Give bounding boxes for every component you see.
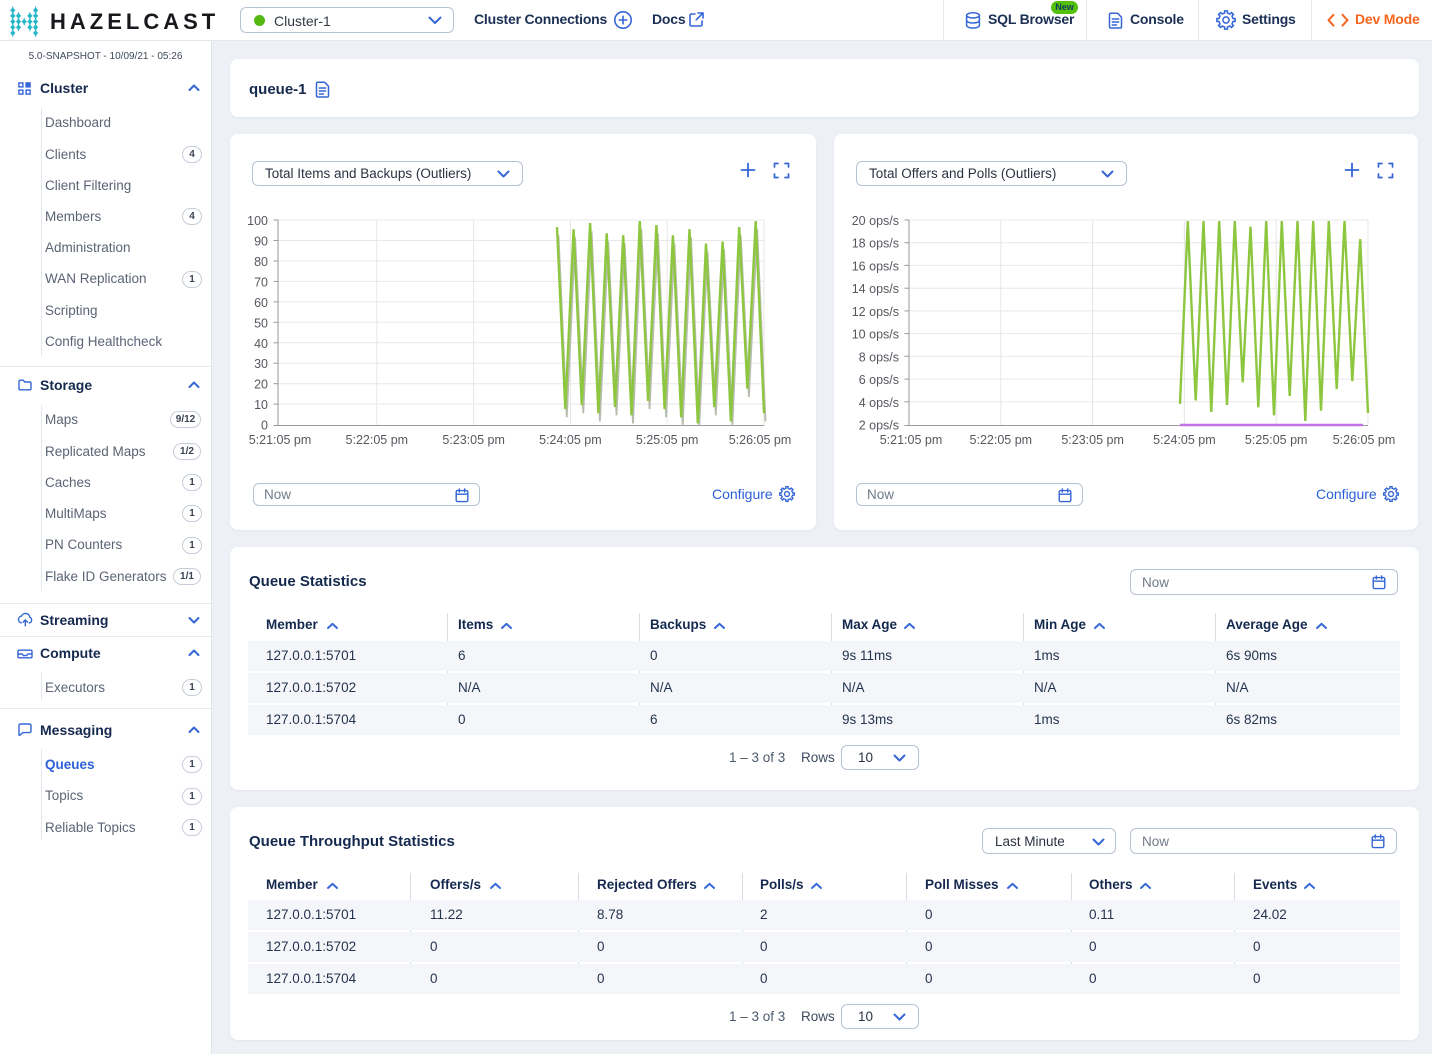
svg-text:14 ops/s: 14 ops/s bbox=[852, 282, 899, 296]
svg-text:5:26:05 pm: 5:26:05 pm bbox=[1333, 433, 1396, 447]
svg-text:70: 70 bbox=[254, 275, 268, 289]
svg-text:2 ops/s: 2 ops/s bbox=[859, 419, 899, 433]
svg-text:5:24:05 pm: 5:24:05 pm bbox=[1153, 433, 1216, 447]
svg-text:5:24:05 pm: 5:24:05 pm bbox=[539, 433, 602, 447]
svg-text:100: 100 bbox=[247, 214, 268, 228]
svg-text:10: 10 bbox=[254, 398, 268, 412]
svg-text:10 ops/s: 10 ops/s bbox=[852, 328, 899, 342]
svg-text:80: 80 bbox=[254, 255, 268, 269]
svg-text:4 ops/s: 4 ops/s bbox=[859, 396, 899, 410]
svg-text:16 ops/s: 16 ops/s bbox=[852, 259, 899, 273]
svg-text:6 ops/s: 6 ops/s bbox=[859, 373, 899, 387]
svg-text:12 ops/s: 12 ops/s bbox=[852, 305, 899, 319]
svg-text:18 ops/s: 18 ops/s bbox=[852, 237, 899, 251]
svg-text:5:22:05 pm: 5:22:05 pm bbox=[346, 433, 409, 447]
svg-text:5:25:05 pm: 5:25:05 pm bbox=[1245, 433, 1308, 447]
svg-text:40: 40 bbox=[254, 337, 268, 351]
svg-text:8 ops/s: 8 ops/s bbox=[859, 350, 899, 364]
svg-text:30: 30 bbox=[254, 357, 268, 371]
svg-text:5:23:05 pm: 5:23:05 pm bbox=[442, 433, 505, 447]
svg-text:20 ops/s: 20 ops/s bbox=[852, 214, 899, 228]
svg-text:5:25:05 pm: 5:25:05 pm bbox=[636, 433, 699, 447]
svg-text:5:23:05 pm: 5:23:05 pm bbox=[1061, 433, 1124, 447]
svg-text:5:21:05 pm: 5:21:05 pm bbox=[249, 433, 312, 447]
svg-text:50: 50 bbox=[254, 316, 268, 330]
svg-text:5:26:05 pm: 5:26:05 pm bbox=[729, 433, 792, 447]
svg-text:20: 20 bbox=[254, 378, 268, 392]
svg-text:5:21:05 pm: 5:21:05 pm bbox=[880, 433, 943, 447]
svg-text:0: 0 bbox=[261, 419, 268, 433]
svg-text:60: 60 bbox=[254, 296, 268, 310]
svg-text:5:22:05 pm: 5:22:05 pm bbox=[970, 433, 1033, 447]
svg-text:90: 90 bbox=[254, 235, 268, 249]
